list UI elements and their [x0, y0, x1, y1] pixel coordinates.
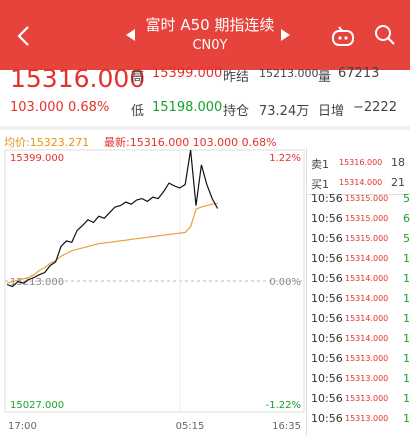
avg-text: 均价:15323.271	[4, 136, 90, 149]
trade-price: 15314.000	[345, 254, 389, 263]
label: 昨结	[223, 70, 250, 85]
trade-qty: 1	[403, 412, 410, 425]
trade-price: 15314.000	[345, 274, 389, 283]
trade-panel: 卖1 15316.000 18 买1 15314.000 21 10:56 15315.000…	[306, 148, 410, 436]
axis-label: 17:00	[8, 421, 37, 432]
axis-label: 1.22%	[269, 153, 301, 164]
avg-line	[6, 202, 218, 284]
trade-qty: 1	[403, 352, 410, 365]
label: 量	[318, 70, 332, 85]
subtitle: CN0Y	[192, 38, 228, 53]
book-side: 卖1	[311, 158, 329, 171]
divider	[307, 194, 410, 195]
trade-time: 10:56	[311, 312, 343, 325]
trade-time: 10:56	[311, 412, 343, 425]
book-qty: 18	[391, 156, 405, 169]
axis-label: 16:35	[272, 421, 301, 432]
trade-time: 10:56	[311, 392, 343, 405]
price-line	[6, 149, 219, 288]
trade-qty: 1	[403, 292, 410, 305]
trade-time: 10:56	[311, 352, 343, 365]
book-price: 15314.000	[339, 178, 383, 187]
high: 15399.000	[152, 66, 223, 81]
trade-qty: 1	[403, 372, 410, 385]
axis-label: 05:15	[176, 421, 205, 432]
trade-price: 15313.000	[345, 374, 389, 383]
back-button[interactable]	[14, 24, 34, 48]
trade-time: 10:56	[311, 212, 343, 225]
axis-label: 15027.000	[10, 400, 64, 411]
trade-time: 10:56	[311, 332, 343, 345]
book-side: 买1	[311, 178, 329, 191]
next-button[interactable]	[278, 28, 292, 42]
chart: 15399.000 15213.000 15027.000 1.22% 0.00% -1.…	[4, 149, 305, 432]
volume: 67213	[338, 66, 380, 81]
change-pct: 0.68%	[68, 100, 110, 115]
trade-qty: 10	[403, 332, 410, 345]
trade-price: 15314.000	[345, 334, 389, 343]
trade-price: 15313.000	[345, 354, 389, 363]
trade-time: 10:56	[311, 232, 343, 245]
axis-label: -1.22%	[266, 400, 301, 411]
trade-price: 15314.000	[345, 294, 389, 303]
trade-qty: 1	[403, 392, 410, 405]
divider	[0, 126, 410, 130]
increase: −2222	[353, 100, 397, 115]
trade-price: 15313.000	[345, 394, 389, 403]
label: 低	[131, 104, 145, 119]
label: 持仓	[223, 104, 250, 119]
trade-qty: 5	[403, 232, 410, 245]
prev: 15213.000	[259, 67, 319, 80]
book-qty: 21	[391, 176, 405, 189]
trade-time: 10:56	[311, 372, 343, 385]
axis-label: 15213.000	[10, 277, 64, 288]
trade-time: 10:56	[311, 272, 343, 285]
trade-price: 15315.000	[345, 194, 389, 203]
trade-qty: 6	[403, 212, 410, 225]
trade-price: 15315.000	[345, 234, 389, 243]
book-price: 15316.000	[339, 158, 383, 167]
trade-price: 15315.000	[345, 214, 389, 223]
trade-qty: 1	[403, 252, 410, 265]
latest-text: 最新:15316.000 103.000 0.68%	[104, 136, 277, 149]
title: 富时 A50 期指连续	[145, 16, 275, 34]
low: 15198.000	[152, 100, 223, 115]
trade-time: 10:56	[311, 192, 343, 205]
label: 日增	[318, 104, 345, 119]
axis-label: 0.00%	[269, 277, 301, 288]
search-icon[interactable]	[372, 22, 398, 48]
trade-qty: 1	[403, 272, 410, 285]
trade-price: 15314.000	[345, 314, 389, 323]
axis-label: 15399.000	[10, 153, 64, 164]
header	[0, 0, 410, 70]
trade-time: 10:56	[311, 292, 343, 305]
trade-time: 10:56	[311, 252, 343, 265]
prev-button[interactable]	[124, 28, 138, 42]
change: 103.000	[10, 100, 64, 115]
open-interest: 73.24万	[259, 104, 310, 119]
price: 15316.000	[10, 64, 146, 93]
trade-qty: 5	[403, 192, 410, 205]
trade-price: 15313.000	[345, 414, 389, 423]
trade-qty: 1	[403, 312, 410, 325]
label: 高	[131, 70, 145, 85]
robot-icon[interactable]	[330, 24, 356, 48]
